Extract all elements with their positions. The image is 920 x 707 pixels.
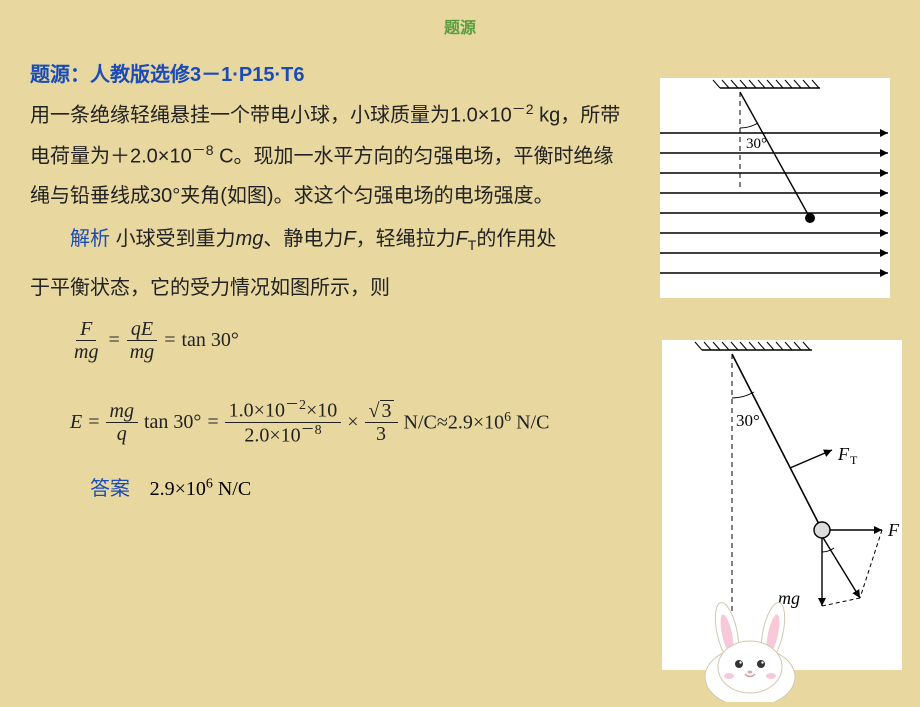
analysis-text-1: 小球受到重力mg、静电力F，轻绳拉力FT的作用处 [116, 228, 557, 250]
eq2-tail: N/C≈2.9×106 N/C [404, 410, 550, 435]
equals-2: = [164, 329, 175, 352]
svg-text:F: F [887, 520, 900, 540]
eq1-lhs-num: F [76, 318, 96, 341]
eq2-mgq-num: mg [106, 400, 138, 423]
svg-text:F: F [837, 444, 850, 464]
eq2-E: E [70, 411, 82, 434]
eq2-mgq: mg q [106, 400, 138, 445]
eq1-lhs-den: mg [70, 341, 102, 363]
page-header: 题源 [0, 0, 920, 38]
eq2-big-den: 2.0×10－8 [240, 423, 325, 447]
eq1-mid-num: qE [127, 318, 157, 341]
analysis-label: 解析 [70, 228, 110, 250]
eq2-sqrt-num: √3 [365, 400, 398, 423]
eq2-big-num: 1.0×10－2×10 [225, 398, 342, 423]
bunny-decoration [675, 582, 825, 702]
equals-3: = [88, 411, 99, 434]
eq2-mgq-den: q [113, 423, 131, 445]
answer-value: 2.9×106 N/C [150, 478, 252, 500]
eq1-rhs: tan 30° [181, 329, 238, 352]
svg-text:30°: 30° [746, 136, 767, 152]
equals-1: = [108, 329, 119, 352]
eq1-mid-den: mg [126, 341, 158, 363]
eq2-tan: tan 30° [144, 411, 201, 434]
eq2-sqrt-den: 3 [372, 423, 390, 445]
svg-text:T: T [850, 453, 858, 467]
svg-text:30°: 30° [736, 411, 760, 430]
figure-1: 30° [660, 78, 890, 298]
eq2-bigfrac: 1.0×10－2×10 2.0×10－8 [225, 398, 342, 446]
equals-4: = [207, 411, 218, 434]
problem-text: 用一条绝缘轻绳悬挂一个带电小球，小球质量为1.0×10－2 kg，所带电荷量为＋… [30, 95, 630, 216]
answer-label: 答案 [90, 478, 130, 500]
eq1-lhs: F mg [70, 318, 102, 363]
eq1-mid: qE mg [126, 318, 158, 363]
times: × [347, 411, 358, 434]
eq2-sqrtfrac: √3 3 [365, 400, 398, 445]
